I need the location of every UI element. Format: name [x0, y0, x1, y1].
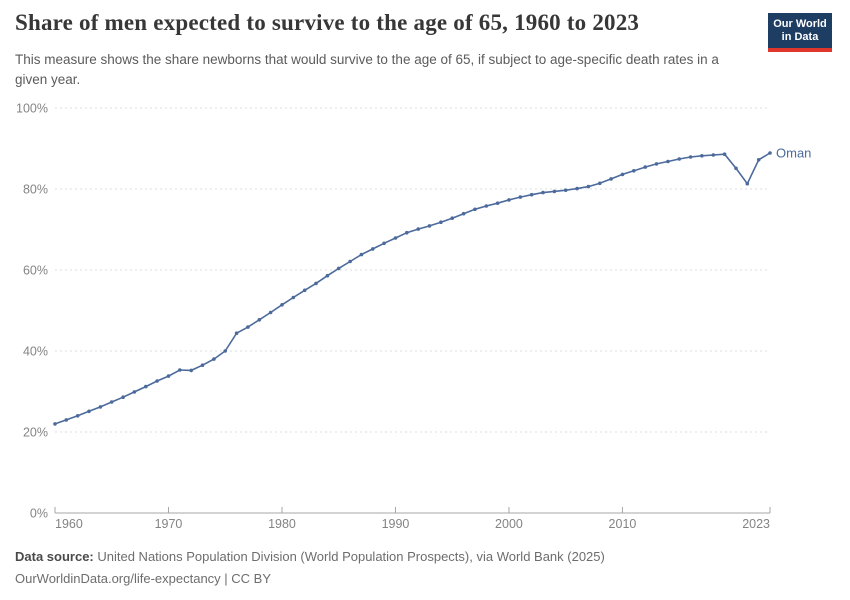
- data-point: [75, 414, 80, 418]
- owid-logo-line2: in Data: [781, 31, 819, 43]
- data-point: [677, 157, 681, 161]
- data-point: [234, 331, 239, 335]
- x-tick-label: 2000: [495, 517, 523, 531]
- x-tick-label: 1970: [155, 517, 183, 531]
- chart-subtitle: This measure shows the share newborns th…: [15, 52, 719, 87]
- chart-footer: Data source: United Nations Population D…: [15, 546, 605, 590]
- series-end-label[interactable]: Oman: [776, 145, 811, 160]
- data-source-text: United Nations Population Division (Worl…: [93, 549, 605, 564]
- data-point: [348, 259, 352, 264]
- data-point: [166, 374, 171, 378]
- data-point: [427, 224, 432, 228]
- data-point: [620, 172, 625, 177]
- page-title: Share of men expected to survive to the …: [15, 10, 640, 35]
- data-point: [575, 186, 579, 191]
- data-point: [768, 151, 772, 155]
- y-tick-label: 40%: [23, 345, 48, 359]
- data-point: [734, 166, 738, 171]
- data-point: [450, 216, 455, 220]
- data-point: [507, 198, 511, 202]
- data-point: [200, 363, 205, 368]
- data-point: [246, 325, 250, 329]
- data-point: [711, 153, 716, 157]
- data-point: [405, 230, 409, 235]
- data-point: [382, 241, 386, 246]
- data-source-line: Data source: United Nations Population D…: [15, 549, 605, 564]
- data-point: [745, 181, 750, 186]
- data-point: [461, 211, 466, 216]
- chart-svg[interactable]: 0% 20% 40% 60% 80% 100% 1960 1970 1980 1990 2000 20…: [0, 95, 850, 545]
- data-point: [598, 181, 602, 186]
- data-point: [336, 266, 341, 271]
- data-point: [98, 405, 103, 409]
- data-point: [325, 273, 330, 278]
- data-point: [495, 201, 500, 205]
- y-tick-label: 80%: [23, 183, 48, 197]
- x-tick-label: 2010: [609, 517, 637, 531]
- y-tick-label: 0%: [30, 507, 48, 521]
- data-point: [280, 303, 284, 307]
- x-tick-label: 1990: [382, 517, 410, 531]
- data-point: [53, 422, 57, 426]
- data-point: [121, 395, 125, 400]
- x-tick-label: 1980: [268, 517, 296, 531]
- data-point: [155, 379, 159, 383]
- data-point: [223, 349, 227, 353]
- data-point: [393, 236, 398, 240]
- data-point: [643, 165, 647, 169]
- data-point: [586, 184, 591, 189]
- data-point: [654, 162, 659, 166]
- data-point: [212, 357, 216, 361]
- data-point: [666, 159, 670, 164]
- y-tick-label: 60%: [23, 264, 48, 278]
- data-point: [64, 418, 69, 422]
- license-link[interactable]: OurWorldinData.org/life-expectancy | CC …: [15, 571, 272, 586]
- data-point: [552, 189, 557, 194]
- data-point: [529, 192, 534, 197]
- data-point: [144, 384, 148, 389]
- x-tick-label: 2023: [742, 517, 770, 531]
- data-point: [359, 252, 364, 257]
- data-point: [109, 400, 114, 404]
- data-point: [722, 152, 727, 156]
- data-point: [178, 368, 182, 372]
- data-point: [609, 177, 613, 181]
- data-point: [132, 390, 137, 394]
- data-point: [473, 207, 477, 212]
- owid-logo-line1: Our World: [773, 18, 827, 30]
- data-point: [371, 247, 375, 251]
- data-point: [189, 368, 193, 373]
- y-tick-label: 20%: [23, 426, 48, 440]
- owid-logo: Our World in Data: [768, 13, 832, 52]
- data-point: [87, 409, 91, 414]
- data-point: [257, 318, 262, 322]
- data-point: [268, 310, 273, 315]
- data-point: [632, 169, 636, 173]
- data-point: [484, 204, 489, 208]
- data-point: [314, 281, 318, 286]
- data-point: [302, 288, 307, 293]
- data-point: [416, 227, 421, 231]
- data-point: [756, 158, 761, 162]
- data-point: [291, 295, 296, 300]
- x-tick-label: 1960: [55, 517, 83, 531]
- data-point: [439, 220, 443, 224]
- data-line: [54, 152, 771, 425]
- data-source-label: Data source:: [15, 549, 94, 564]
- data-point: [688, 155, 693, 159]
- y-tick-label: 100%: [16, 102, 48, 116]
- data-point: [518, 195, 523, 199]
- data-point: [541, 190, 545, 195]
- data-point: [700, 154, 704, 158]
- data-point: [563, 188, 568, 192]
